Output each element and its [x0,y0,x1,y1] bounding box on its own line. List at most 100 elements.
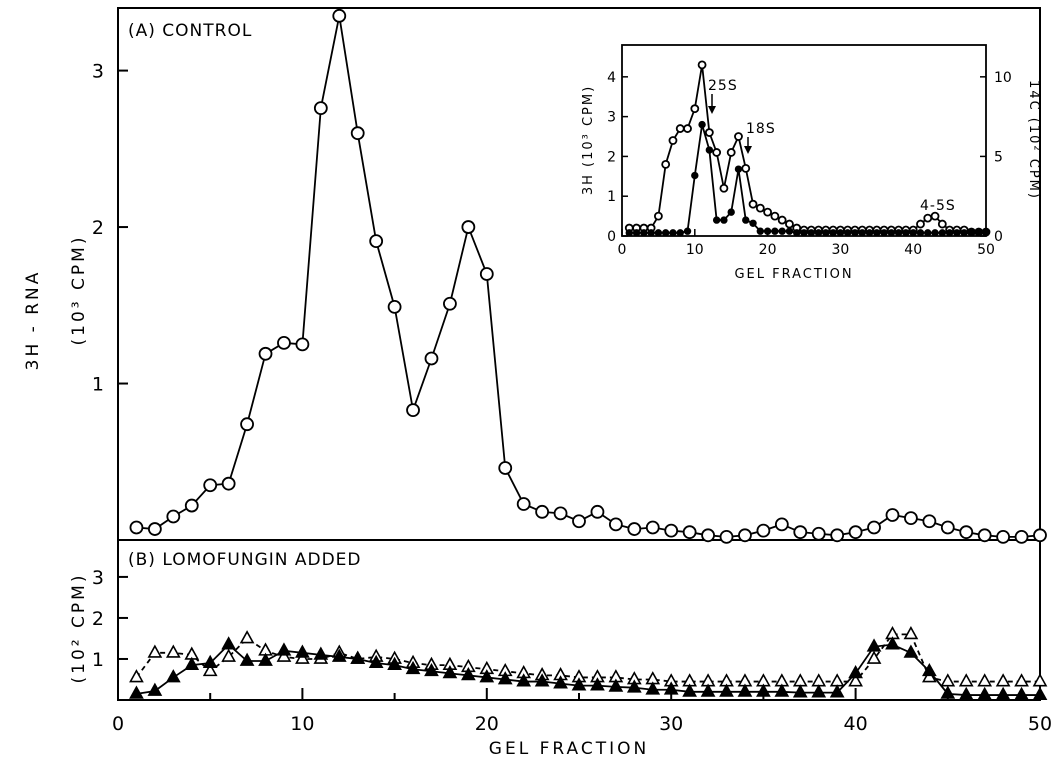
inset-3h-series-point [770,211,780,221]
control-series-point [811,526,826,541]
control-series-point [443,296,457,311]
lomofungin-open-series-point [1032,673,1048,687]
inset-14c-series-point [843,229,852,237]
lomofungin-filled-series-point [202,654,218,668]
lomofungin-open-series-point [940,673,956,687]
inset-14c-series-point [924,229,932,237]
lomofungin-filled-series-point [571,677,587,691]
lomofungin-open-series-point [239,630,255,644]
lomofungin-filled-series-point [239,652,255,666]
lomofungin-filled-series-line [136,643,1040,696]
inset-14c-series-point [640,229,648,237]
control-series-point [608,517,623,532]
lomofungin-filled-series-point [276,642,292,656]
xtick-label: 0 [112,713,124,735]
panel-b-ytick-label: 3 [92,567,104,589]
control-series-point [793,525,808,540]
control-series-point [627,522,642,536]
inset-xtick-label: 0 [618,242,627,258]
control-series-point [166,509,181,524]
lomofungin-open-series-point [903,626,919,640]
control-series-point [756,523,771,538]
control-series-point [424,351,439,366]
inset-3h-series-point [654,211,663,221]
control-series-point [590,504,605,519]
lomofungin-open-series-point [958,673,974,687]
inset-3h-series-point [755,203,765,213]
inset-14c-series-point [938,229,947,237]
lomofungin-open-series-point [848,673,863,687]
xtick-label: 50 [1028,713,1052,735]
inset-3h-series-point [683,124,692,133]
control-series-point [332,8,347,23]
inset-14c-series-point [873,229,881,237]
xtick-label: 40 [844,713,868,735]
axes-layer [117,7,1041,701]
inset-14c-series-point [742,216,750,224]
control-series-point [682,525,697,540]
lomofungin-open-series-point [811,673,827,687]
inset-14c-series-point [982,229,990,237]
inset-14c-series-point [902,229,910,237]
control-series-point [1014,529,1029,544]
lomofungin-filled-series-point [737,683,753,697]
control-series-point [258,346,273,361]
lomofungin-open-series-point [977,673,993,687]
inset-14c-series-point [945,229,954,237]
inset-14c-series-point [625,229,633,237]
lomofungin-filled-series-point [903,644,919,658]
inset-14c-series-point [800,229,808,237]
control-series-point [904,511,918,525]
lomofungin-filled-series-point [866,638,882,652]
inset-14c-series-point [807,229,815,237]
inset-14c-series-point [894,229,903,237]
control-series-point [277,335,291,350]
inset-14c-series-point [916,229,925,237]
inset-14c-series-point [785,227,794,235]
inset-14c-series-point [654,229,663,237]
lomofungin-filled-series-point [184,656,200,671]
inset-3h-series-point [741,163,751,173]
lomofungin-filled-series-point [682,683,697,697]
control-series-point [572,514,586,529]
inset-14c-series-point [960,229,968,237]
lomofungin-filled-series-point [885,636,900,650]
lomofungin-filled-series-point [645,681,661,695]
lomofungin-filled-series-point [313,646,329,660]
inset-3h-series-point [719,183,729,193]
inset-3h-series-point [668,136,678,145]
lomofungin-filled-series-point [553,675,568,689]
control-series-point [867,520,881,535]
control-series-point [369,234,384,249]
inset-3h-series-point [712,148,722,157]
lomofungin-filled-series-point [147,682,163,696]
inset-14c-series-point [698,120,706,129]
control-series-point [940,520,955,535]
inset-xtick-label: 40 [904,242,922,258]
lomofungin-open-series-point [866,650,882,664]
inset-3h-series-point [748,199,758,209]
panel-b-label: (B) LOMOFUNGIN ADDED [128,550,362,570]
inset-14c-series-point [836,229,845,237]
control-series-point [147,522,162,536]
inset-3h-series-point [726,148,736,157]
lomofungin-open-series-point [129,669,144,683]
inset-xtick-label: 10 [686,242,704,258]
lomofungin-filled-series-point [792,684,808,698]
inset-14c-series-point [793,229,801,237]
control-series-point [977,528,992,543]
control-series-point [240,417,254,432]
panel-a-ytick-label: 3 [92,61,104,83]
lomofungin-filled-series-point [940,685,956,699]
lomofungin-open-series-point [221,648,236,662]
inset-3h-series-point [697,60,707,70]
panel-a-ytick-label: 1 [92,374,104,396]
control-series-point [719,529,734,544]
lomofungin-open-series-point [147,644,163,658]
inset-ytick-left-label: 4 [607,70,616,86]
y-axis-title-unit-a: (10³ CPM) [69,235,89,346]
inset-14c-series-point [647,229,655,237]
inset-14c-series-point [632,229,641,237]
lomofungin-filled-series-point [590,677,605,691]
